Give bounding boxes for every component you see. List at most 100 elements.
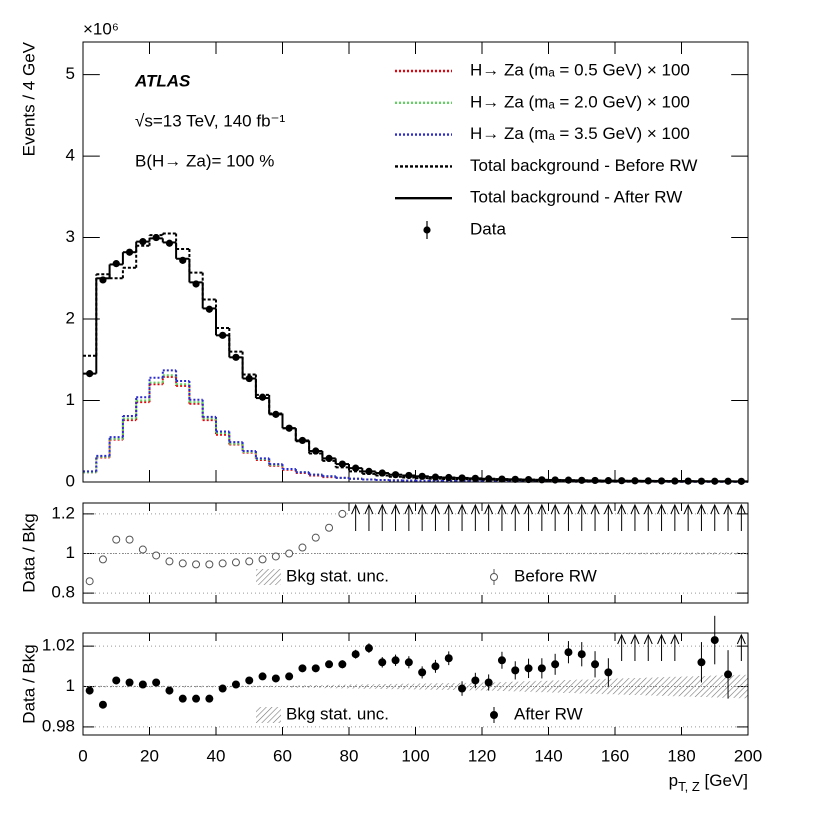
stat-band [508, 681, 522, 692]
y-tick-label: 0.98 [42, 716, 75, 735]
y-tick-label: 2 [66, 309, 75, 328]
data-point [405, 471, 413, 480]
stat-band [83, 553, 97, 554]
x-tick-label: 100 [401, 746, 429, 765]
data-point [219, 331, 227, 339]
stat-band [708, 552, 722, 555]
x-tick-label: 20 [140, 746, 159, 765]
ratio-point [591, 660, 600, 669]
data-point [192, 280, 200, 288]
y-axis-label: Events / 4 GeV [19, 41, 38, 156]
stat-band [162, 553, 177, 554]
stat-band [362, 553, 376, 554]
stat-band [601, 552, 615, 555]
offscale-arrow-head [510, 503, 520, 515]
data-point [152, 233, 160, 242]
stat-band [521, 552, 536, 555]
stat-band [136, 553, 150, 554]
data-point [445, 473, 453, 482]
data-point [165, 239, 174, 247]
ratio-point [391, 656, 400, 665]
stat-band [654, 677, 669, 696]
data-point [352, 464, 360, 472]
ratio-point [178, 559, 187, 568]
data-point [684, 477, 692, 485]
ratio-point [112, 535, 121, 544]
stat-band [668, 676, 682, 697]
stat-band [282, 685, 296, 688]
legend-band [256, 569, 281, 585]
ratio-point [364, 644, 373, 653]
legend-label: H→ Za (mₐ = 2.0 GeV) × 100 [470, 92, 690, 111]
stat-band [269, 685, 283, 688]
legend-label: H→ Za (mₐ = 0.5 GeV) × 100 [470, 60, 690, 79]
y-exponent: ×10⁶ [83, 19, 119, 38]
stat-band [122, 553, 137, 554]
stat-band [681, 552, 695, 555]
offscale-arrow-head [351, 503, 361, 515]
ratio-point [524, 664, 533, 673]
stat-band [162, 685, 177, 688]
ratio-point [192, 694, 201, 703]
stat-band [535, 552, 549, 555]
stat-band [149, 685, 163, 688]
ratio-point [351, 650, 360, 659]
stat-band [229, 553, 243, 554]
stat-band [428, 683, 443, 690]
stat-band [535, 680, 549, 693]
annotation: ATLAS [134, 71, 191, 90]
ratio-point [471, 676, 480, 685]
offscale-arrow-head [364, 503, 374, 515]
ratio-point [125, 535, 134, 544]
ratio-point [431, 662, 440, 671]
offscale-arrow-head [417, 503, 427, 515]
x-label-main: p [669, 771, 678, 790]
ratio-point [271, 674, 280, 683]
ratio-point [152, 678, 161, 687]
data-point [458, 474, 466, 482]
ratio-point [152, 551, 161, 560]
offscale-arrow-head [617, 633, 627, 645]
ratio-point [604, 668, 613, 677]
offscale-arrow-head [683, 503, 693, 515]
ratio-point [325, 523, 334, 532]
stat-band [402, 683, 416, 690]
legend-marker [490, 573, 498, 581]
x-tick-label: 0 [78, 746, 87, 765]
stat-band [216, 553, 230, 554]
offscale-arrow-head [696, 503, 706, 515]
data-point [711, 477, 719, 485]
y-tick-label: 1.2 [51, 503, 75, 522]
offscale-arrow-head [577, 503, 587, 515]
stat-band [521, 681, 536, 692]
offscale-arrow-head [630, 503, 640, 515]
data-point [657, 477, 666, 485]
stat-band [96, 685, 110, 688]
stat-band [495, 682, 509, 691]
stat-band [468, 553, 482, 554]
offscale-arrow-head [670, 503, 680, 515]
data-point [724, 477, 732, 485]
y-tick-label: 1.02 [42, 636, 75, 655]
stat-band [309, 553, 323, 554]
stat-band [362, 684, 376, 689]
data-point [671, 477, 679, 485]
stat-band [588, 552, 602, 555]
offscale-arrow-head [603, 503, 613, 515]
stat-band [628, 678, 642, 696]
ratio-point [205, 560, 214, 569]
stat-band [668, 552, 682, 555]
stat-band [242, 685, 256, 688]
y-tick-label: 1 [66, 390, 75, 409]
data-point [285, 424, 293, 432]
ratio-point [338, 509, 347, 518]
data-point [618, 477, 626, 485]
offscale-arrow-head [404, 503, 414, 515]
stat-band [561, 680, 576, 693]
legend-label: H→ Za (mₐ = 3.5 GeV) × 100 [470, 124, 690, 143]
legend-band [256, 707, 281, 723]
offscale-arrow-head [617, 503, 627, 515]
stat-band [508, 553, 522, 554]
ratio-point [697, 658, 706, 667]
stat-band [402, 553, 416, 554]
